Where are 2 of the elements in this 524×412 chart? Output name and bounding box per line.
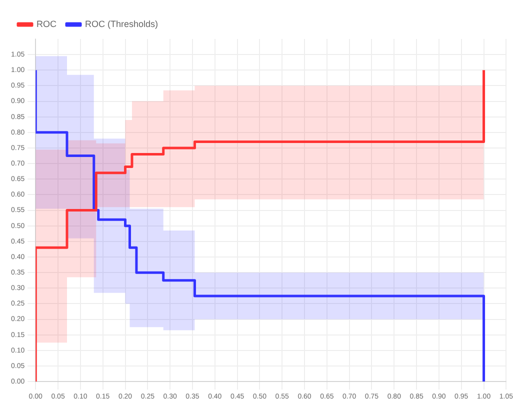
legend-label: ROC (Thresholds) (85, 18, 158, 29)
legend-label: ROC (36, 18, 57, 29)
